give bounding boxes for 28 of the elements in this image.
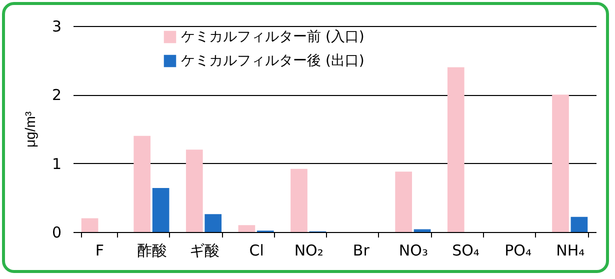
x-tick-label: NO₂: [294, 242, 324, 260]
x-tick-label: SO₄: [452, 242, 480, 260]
legend-label: ケミカルフィルター後 (出口): [181, 53, 364, 69]
x-tick-label: Br: [352, 242, 370, 260]
bar: [447, 67, 464, 232]
y-tick-label: 1: [52, 154, 62, 173]
y-axis-title: μg/m³: [22, 111, 38, 148]
bar: [186, 150, 203, 232]
y-tick-label: 3: [52, 18, 62, 36]
x-tick-label: 酢酸: [136, 242, 167, 260]
legend-label: ケミカルフィルター前 (入口): [181, 29, 364, 45]
x-tick-label: NO₃: [398, 242, 428, 260]
bar: [134, 136, 151, 232]
bar: [204, 214, 222, 232]
bar: [238, 225, 256, 232]
x-tick-label: Cl: [249, 242, 264, 260]
bar: [395, 172, 412, 232]
x-tick-label: ギ酸: [189, 242, 220, 260]
y-tick-label: 2: [52, 86, 62, 104]
bar: [570, 216, 588, 232]
bar: [152, 188, 170, 232]
bar: [290, 168, 308, 232]
bar: [81, 218, 98, 232]
x-tick-label: PO₄: [504, 242, 532, 260]
x-tick-label: F: [95, 242, 104, 260]
bar: [552, 94, 569, 232]
x-tick-label: NH₄: [556, 242, 585, 260]
y-tick-label: 0: [52, 224, 62, 242]
